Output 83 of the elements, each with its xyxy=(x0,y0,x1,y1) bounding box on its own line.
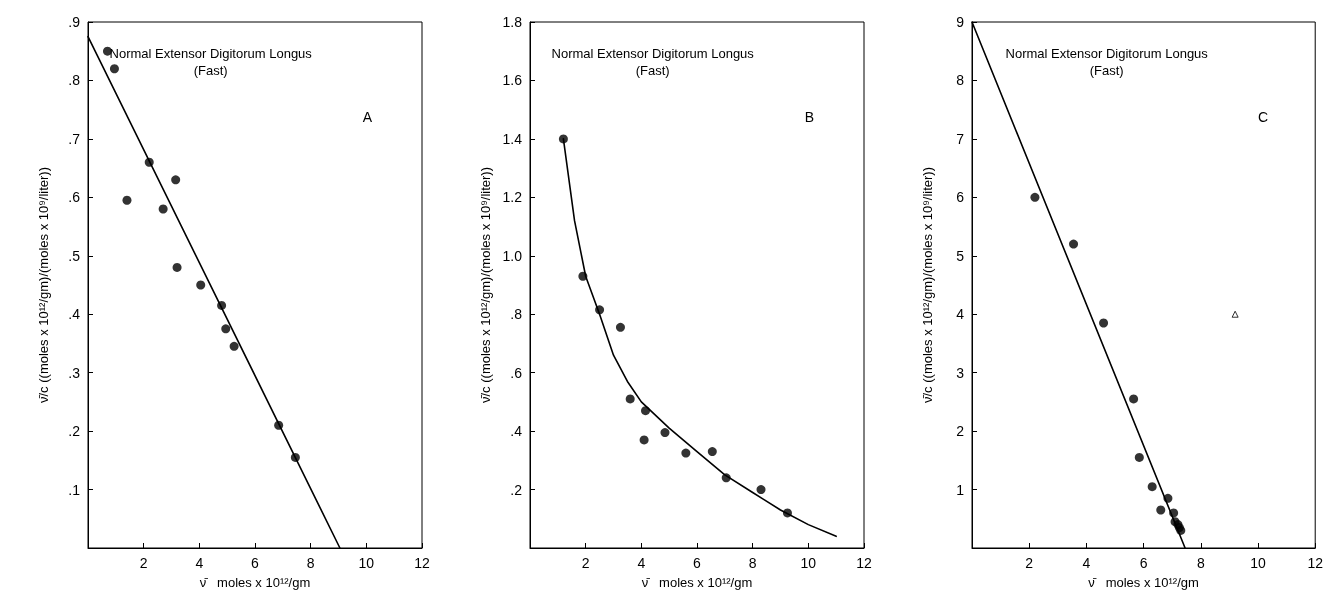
point xyxy=(681,448,691,458)
point xyxy=(1030,192,1040,202)
point xyxy=(756,485,766,495)
x-tick-label: 2 xyxy=(1025,555,1034,571)
x-tick-label: 10 xyxy=(1250,555,1267,571)
y-tick-label: 1.6 xyxy=(502,72,523,89)
y-tick-label: 1.4 xyxy=(502,130,523,147)
point xyxy=(172,262,182,272)
point xyxy=(196,280,206,290)
y-tick-label: 6 xyxy=(956,189,965,206)
y-tick-label: .2 xyxy=(510,481,523,498)
y-tick-label: 1.8 xyxy=(502,14,523,30)
x-tick-label: 6 xyxy=(1139,555,1148,571)
x-tick-label: 12 xyxy=(414,555,430,571)
point xyxy=(1231,310,1239,318)
text: (Fast) xyxy=(635,63,670,78)
y-tick-label: .9 xyxy=(68,14,81,30)
x-axis-title: ν̄ moles x 10¹²/gm xyxy=(641,575,753,590)
x-tick-label: 12 xyxy=(1307,555,1324,571)
y-tick-label: 4 xyxy=(956,306,965,323)
x-tick-label: 8 xyxy=(306,555,315,571)
point xyxy=(171,175,181,185)
y-tick-label: 1 xyxy=(956,481,965,498)
y-tick-label: .6 xyxy=(68,189,81,206)
annotation: C xyxy=(1257,109,1269,125)
y-tick-label: 3 xyxy=(956,364,965,381)
x-tick-label: 10 xyxy=(358,555,375,571)
x-axis-title: ν̄ moles x 10¹²/gm xyxy=(199,575,311,590)
point xyxy=(660,428,670,438)
text: Normal Extensor Digitorum Longus xyxy=(551,46,755,61)
y-axis-title: ν̄/c ((moles x 10¹²/gm)/(moles x 10⁹/liter)) xyxy=(477,167,493,403)
point xyxy=(229,341,239,351)
text: (Fast) xyxy=(193,63,228,78)
x-tick-label: 2 xyxy=(581,555,590,571)
y-tick-label: .8 xyxy=(68,72,81,89)
y-tick-label: 5 xyxy=(956,247,965,264)
point xyxy=(109,64,119,74)
y-tick-label: 8 xyxy=(956,72,965,89)
y-tick-label: 7 xyxy=(956,130,965,147)
text: Normal Extensor Digitorum Longus xyxy=(1005,46,1209,61)
y-tick-label: .6 xyxy=(510,364,523,381)
x-tick-label: 8 xyxy=(748,555,757,571)
y-tick-label: 9 xyxy=(956,14,965,30)
point xyxy=(639,435,649,445)
point xyxy=(615,322,625,332)
point xyxy=(1147,482,1157,492)
y-tick-label: .4 xyxy=(68,306,81,323)
x-tick-label: 6 xyxy=(251,555,260,571)
x-tick-label: 2 xyxy=(139,555,148,571)
point xyxy=(707,447,717,457)
y-tick-label: .4 xyxy=(510,423,523,440)
point xyxy=(122,195,132,205)
y-axis-title: ν̄/c ((moles x 10¹²/gm)/(moles x 10⁹/liter)) xyxy=(920,167,935,403)
point xyxy=(1134,452,1144,462)
x-tick-label: 6 xyxy=(693,555,702,571)
y-tick-label: .8 xyxy=(510,306,523,323)
point xyxy=(1156,505,1166,515)
y-tick-label: .3 xyxy=(68,364,81,381)
y-tick-label: 1.2 xyxy=(502,189,523,206)
point xyxy=(221,324,231,334)
x-tick-label: 8 xyxy=(1196,555,1205,571)
annotation: A xyxy=(362,109,373,125)
point xyxy=(1099,318,1109,328)
y-tick-label: .7 xyxy=(68,130,81,147)
x-tick-label: 4 xyxy=(195,555,204,571)
y-tick-label: .5 xyxy=(68,247,81,264)
y-tick-label: 1.0 xyxy=(502,247,523,264)
point xyxy=(625,394,635,404)
y-tick-label: .1 xyxy=(68,481,81,498)
x-tick-label: 4 xyxy=(637,555,646,571)
x-axis-title: ν̄ moles x 10¹²/gm xyxy=(1088,575,1199,590)
y-tick-label: .2 xyxy=(68,423,81,440)
x-tick-label: 10 xyxy=(800,555,817,571)
point xyxy=(1069,239,1079,249)
y-axis-title: ν̄/c ((moles x 10¹²/gm)/(moles x 10⁹/liter)) xyxy=(36,167,51,403)
point xyxy=(158,204,168,214)
text: (Fast) xyxy=(1089,63,1124,78)
x-tick-label: 4 xyxy=(1082,555,1091,571)
x-tick-label: 12 xyxy=(856,555,872,571)
point xyxy=(1129,394,1139,404)
text: Normal Extensor Digitorum Longus xyxy=(109,46,313,61)
annotation: B xyxy=(804,109,815,125)
y-tick-label: 2 xyxy=(956,423,965,440)
